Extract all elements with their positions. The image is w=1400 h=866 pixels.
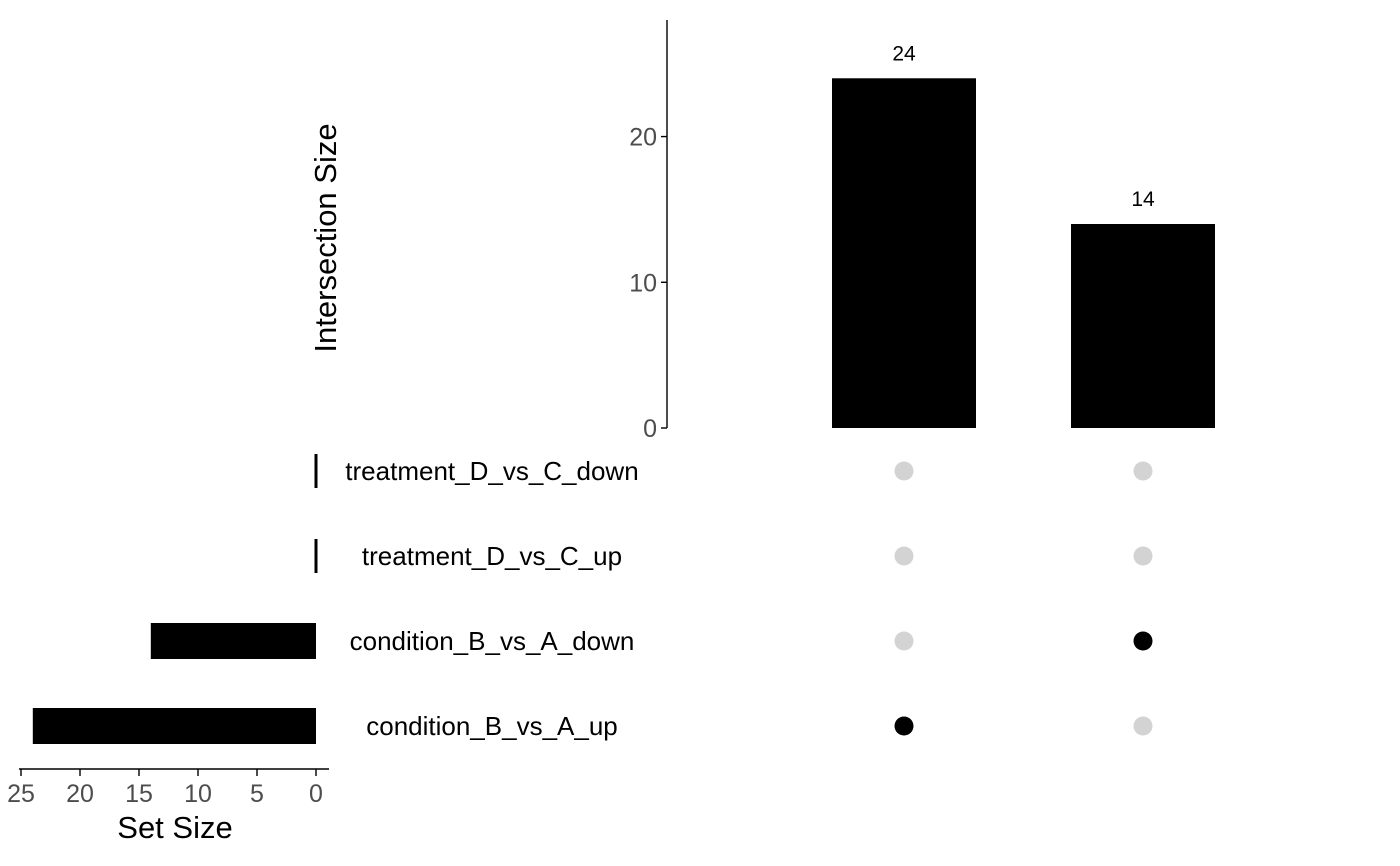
intersection-size-axis-title: Intersection Size	[308, 123, 343, 352]
set-size-bars	[32, 454, 318, 744]
intersection-bars	[832, 78, 1215, 429]
matrix-dot-inactive	[1133, 716, 1153, 736]
x-tick-label: 15	[125, 780, 153, 808]
matrix-dot-inactive	[894, 461, 914, 481]
matrix-dot-inactive	[1133, 461, 1153, 481]
intersection-bar-labels: 24 14	[892, 42, 1155, 211]
set-size-bar	[150, 623, 316, 659]
y-tick-label: 10	[629, 269, 657, 297]
intersection-size-panel: 0 10 20 24 14 Intersection Size	[308, 20, 1215, 443]
y-tick-label: 20	[629, 124, 657, 152]
set-name-labels: treatment_D_vs_C_down treatment_D_vs_C_up…	[345, 456, 638, 741]
x-tick-label: 5	[250, 780, 264, 808]
matrix-dot-active	[1133, 631, 1153, 651]
matrix-dot-inactive	[894, 546, 914, 566]
set-name-label: condition_B_vs_A_up	[366, 711, 618, 741]
x-tick-label: 20	[66, 780, 94, 808]
matrix-dot-inactive	[894, 631, 914, 651]
matrix-dot-inactive	[1133, 546, 1153, 566]
x-tick-label: 10	[184, 780, 212, 808]
y-tick-label: 0	[643, 415, 657, 443]
set-name-label: treatment_D_vs_C_down	[345, 456, 638, 486]
set-size-bar	[32, 708, 317, 744]
set-size-panel: 25 20 15 10 5 0 Set Size	[7, 454, 329, 845]
x-tick-label: 25	[7, 780, 35, 808]
intersection-bar	[1071, 224, 1215, 428]
matrix-dot-active	[894, 716, 914, 736]
set-size-axis-title: Set Size	[117, 810, 232, 845]
set-name-label: condition_B_vs_A_down	[350, 626, 635, 656]
x-tick-label: 0	[309, 780, 323, 808]
set-size-x-ticks: 25 20 15 10 5 0	[7, 769, 323, 808]
intersection-bar-label: 24	[892, 42, 916, 65]
intersection-bar-label: 14	[1131, 188, 1155, 211]
intersection-size-y-ticks: 0 10 20	[629, 124, 667, 443]
intersection-bar	[832, 78, 976, 429]
set-name-label: treatment_D_vs_C_up	[362, 541, 622, 571]
intersection-matrix	[894, 461, 1153, 736]
